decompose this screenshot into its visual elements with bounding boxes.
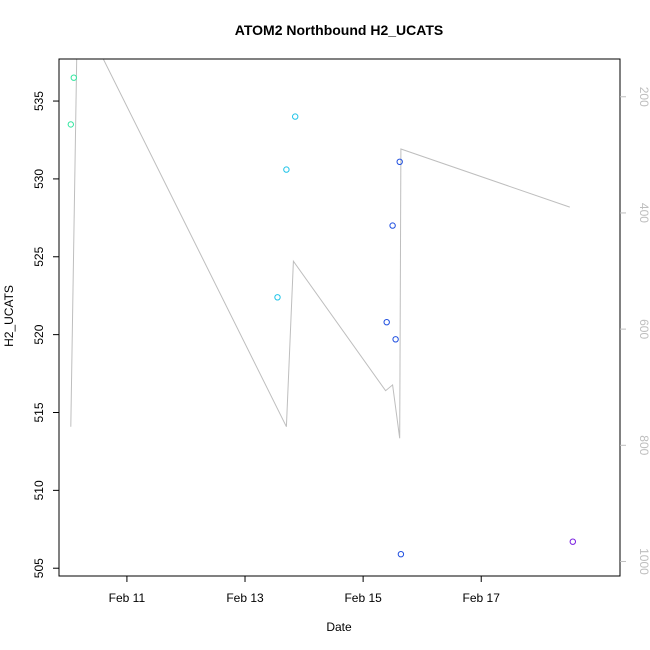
y-tick-label: 520: [32, 324, 46, 344]
chart-title: ATOM2 Northbound H2_UCATS: [235, 22, 443, 38]
data-point: [70, 74, 78, 81]
y-axis-label: H2_UCATS: [2, 285, 16, 347]
y-tick-label: 530: [32, 169, 46, 189]
x-axis-label: Date: [326, 620, 352, 634]
y-tick-label: 505: [32, 558, 46, 578]
x-tick-label: Feb 15: [344, 591, 382, 605]
data-point: [67, 121, 75, 128]
data-point: [569, 538, 576, 545]
x-tick-label: Feb 11: [109, 591, 146, 605]
right-tick-label: 1000: [637, 548, 650, 575]
plot-frame: [58, 58, 621, 577]
right-tick-label: 200: [637, 87, 650, 107]
points-layer: [67, 74, 576, 558]
y-tick-label: 525: [32, 246, 46, 266]
x-tick-label: Feb 13: [226, 591, 264, 605]
x-tick-label: Feb 17: [463, 591, 501, 605]
data-point: [283, 166, 290, 173]
data-point: [392, 336, 399, 343]
right-tick-label: 800: [637, 435, 650, 455]
x-axis: Feb 11 Feb 13 Feb 15 Feb 17: [109, 576, 501, 605]
right-tick-label: 400: [637, 203, 650, 223]
data-point: [292, 113, 299, 120]
right-tick-label: 600: [637, 319, 650, 339]
y-tick-label: 535: [32, 91, 46, 111]
data-point: [383, 319, 390, 326]
secondary-line-layer: [70, 58, 570, 439]
data-point: [397, 551, 405, 558]
secondary-series-line: [70, 58, 570, 439]
data-point: [274, 294, 281, 301]
data-point: [396, 158, 403, 166]
y-tick-label: 510: [32, 480, 46, 500]
data-point: [389, 222, 396, 229]
y-tick-label: 515: [32, 402, 46, 422]
y-axis: 505 510 515 520 525 530 535: [32, 91, 59, 578]
right-axis: 200 400 600 800 1000: [620, 87, 650, 575]
